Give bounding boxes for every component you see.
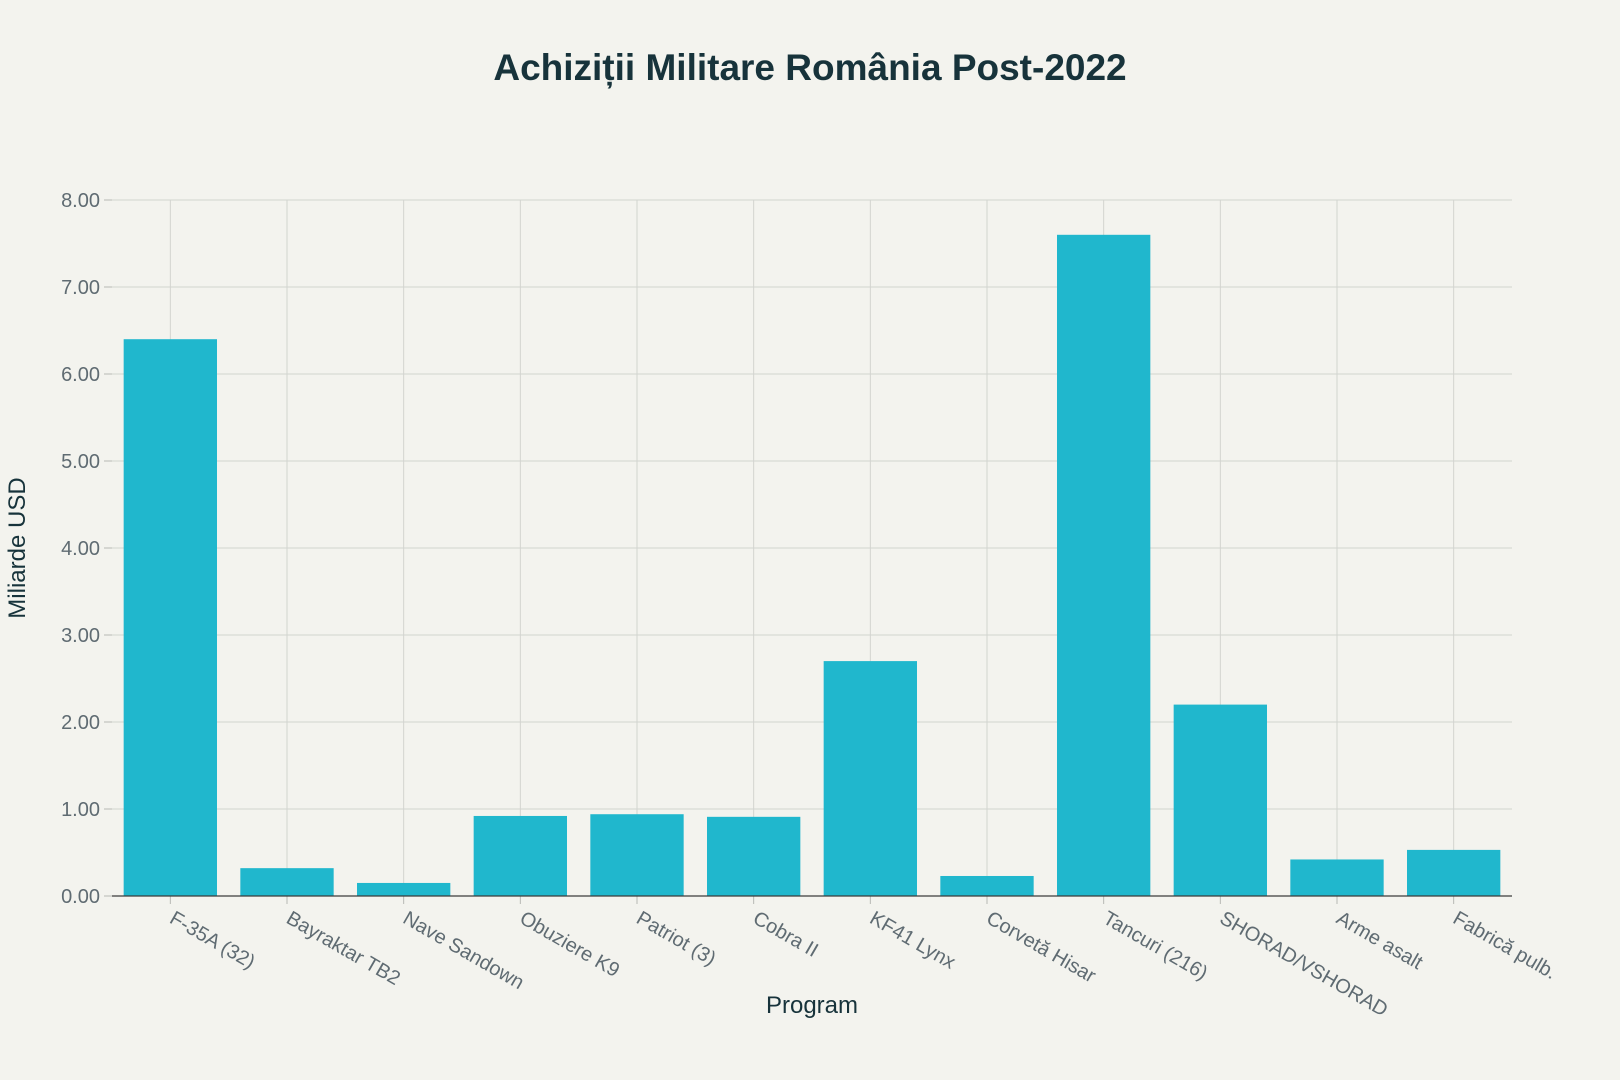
- y-tick-label: 5.00: [61, 451, 100, 473]
- x-tick-label: Obuziere K9: [516, 907, 623, 982]
- bar: [1290, 859, 1384, 896]
- y-tick-label: 3.00: [61, 625, 100, 647]
- bar: [1173, 704, 1267, 896]
- bar: [473, 815, 567, 896]
- bars: [123, 234, 1501, 897]
- x-tick-label: F-35A (32): [166, 907, 259, 973]
- bar: [707, 816, 801, 896]
- bar: [1407, 849, 1501, 896]
- bar: [1057, 234, 1151, 897]
- bar: [123, 339, 217, 896]
- bar: [823, 661, 917, 896]
- x-tick-label: Patriot (3): [633, 907, 720, 970]
- bar: [357, 882, 451, 896]
- y-tick-label: 1.00: [61, 799, 100, 821]
- x-tick-label: Tancuri (216): [1099, 907, 1211, 984]
- x-tick-label: Corvetă Hisar: [983, 907, 1100, 987]
- x-tick-label: Bayraktar TB2: [283, 907, 404, 990]
- x-tick-label: Nave Sandown: [399, 907, 527, 994]
- bar: [240, 868, 334, 896]
- y-tick-label: 2.00: [61, 712, 100, 734]
- y-tick-label: 4.00: [61, 538, 100, 560]
- x-tick-label: KF41 Lynx: [866, 907, 959, 973]
- x-tick-label: Cobra II: [749, 907, 822, 962]
- bar: [940, 875, 1034, 896]
- y-tick-label: 6.00: [61, 364, 100, 386]
- y-tick-label: 7.00: [61, 277, 100, 299]
- x-axis-title: Program: [766, 992, 858, 1019]
- y-tick-label: 8.00: [61, 190, 100, 212]
- x-tick-label: Fabrică pulb.: [1449, 907, 1560, 984]
- chart-title: Achiziții Militare România Post-2022: [493, 47, 1126, 89]
- y-tick-label: 0.00: [61, 886, 100, 908]
- axes: 0.00 1.00 2.00 3.00 4.00 5.00 6.00 7.00 8.00 F-35…: [61, 190, 1560, 1021]
- bar: [590, 814, 684, 896]
- y-axis-title: Miliarde USD: [4, 477, 31, 618]
- gridlines: [112, 199, 1512, 896]
- x-tick-label: Arme asalt: [1333, 907, 1427, 974]
